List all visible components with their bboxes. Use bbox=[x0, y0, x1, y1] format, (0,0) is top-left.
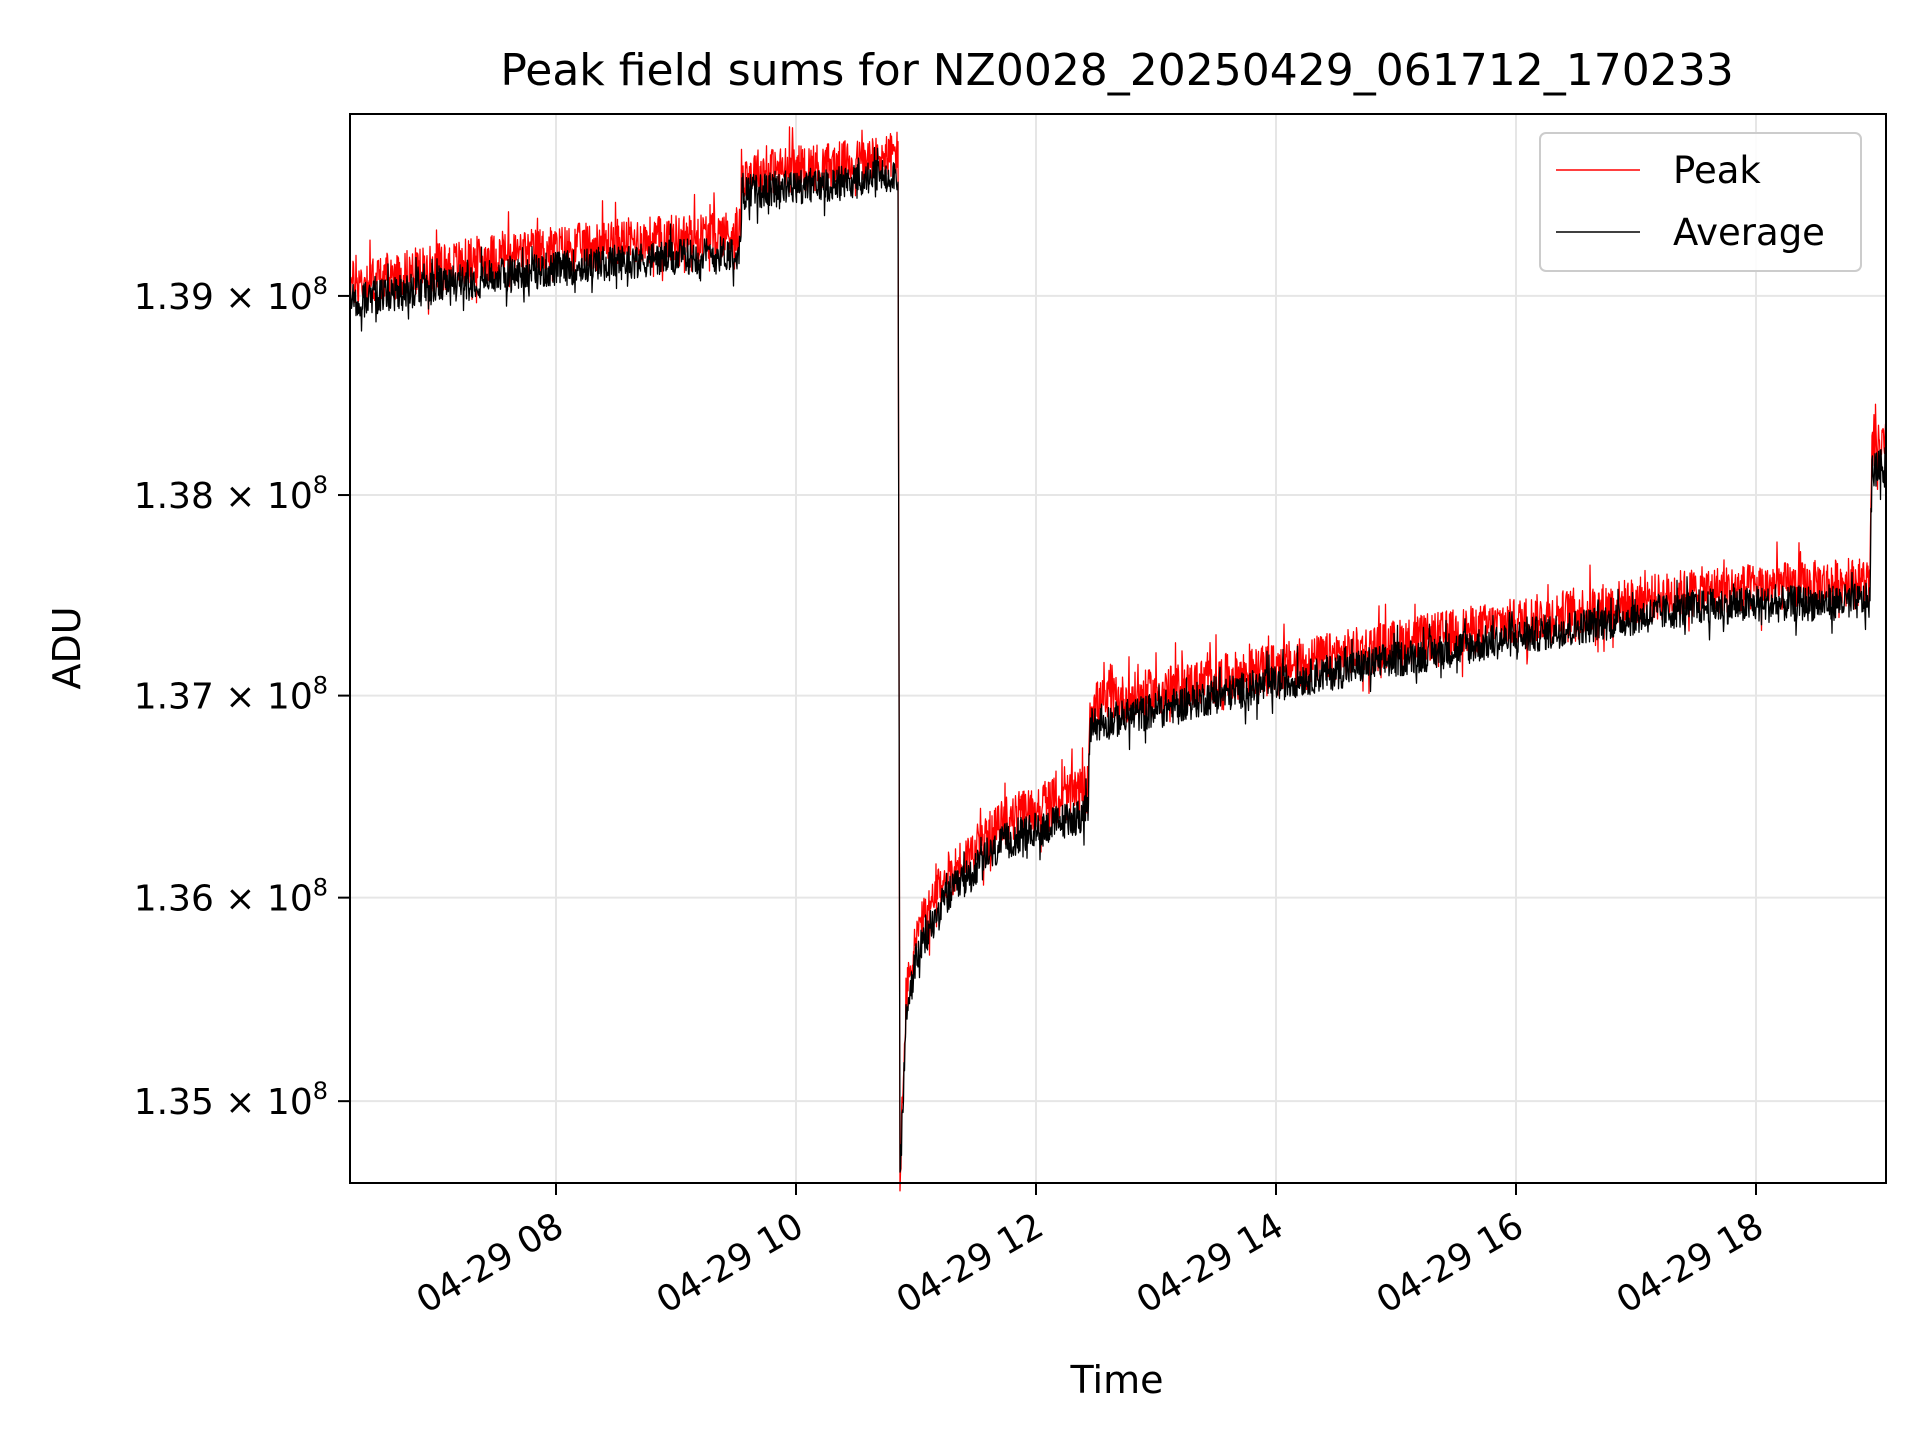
series-line-average bbox=[349, 146, 1887, 1173]
y-tick-label: 1.35 × 108 bbox=[134, 1077, 328, 1123]
plot-series bbox=[349, 126, 1887, 1192]
legend: Peak Average bbox=[1539, 132, 1862, 272]
legend-label-peak: Peak bbox=[1673, 149, 1761, 192]
y-axis-title: ADU bbox=[45, 606, 89, 689]
y-tick-label: 1.37 × 108 bbox=[134, 672, 328, 718]
legend-box bbox=[1539, 132, 1862, 272]
legend-label-average: Average bbox=[1673, 211, 1825, 254]
series-line-peak bbox=[349, 126, 1887, 1192]
y-axis: 1.35 × 108 1.36 × 108 1.37 × 108 1.38 × 108… bbox=[134, 272, 350, 1123]
y-tick-label: 1.38 × 108 bbox=[134, 471, 328, 517]
chart-title: Peak field sums for NZ0028_20250429_0617… bbox=[500, 45, 1733, 96]
plot-frame bbox=[349, 113, 1887, 1184]
y-tick-label: 1.39 × 108 bbox=[134, 272, 328, 318]
y-tick-label: 1.36 × 108 bbox=[134, 874, 328, 920]
x-axis-title: Time bbox=[1070, 1358, 1164, 1402]
grid bbox=[350, 114, 1886, 1183]
